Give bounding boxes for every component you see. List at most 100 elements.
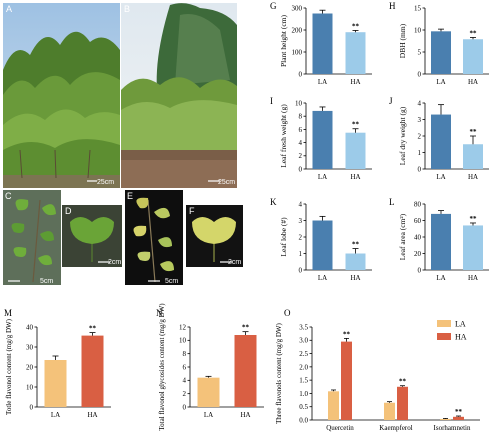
panel-letter: J [389, 96, 393, 106]
x-tick-label: LA [318, 274, 327, 282]
x-tick-label: Isorhamnetin [434, 424, 471, 432]
y-tick-label: 4 [183, 377, 187, 385]
chart-panel-g: G 0 100 200 300 Plant height (cm) LA ** HA [270, 1, 372, 86]
legend-swatch-ha [437, 333, 451, 340]
y-axis-label: Leaf lobe (#) [279, 217, 288, 257]
y-tick-label: 20 [414, 250, 422, 258]
y-tick-label: 3 [299, 217, 303, 225]
y-tick-label: 10 [414, 26, 422, 34]
bar-ha [234, 335, 257, 407]
significance-mark: ** [242, 324, 250, 332]
y-tick-label: 4 [299, 200, 303, 208]
y-tick-label: 4 [418, 99, 422, 107]
photo-c: 5cm C [3, 190, 61, 285]
x-tick-label: HA [468, 173, 478, 181]
y-tick-label: 0 [183, 403, 187, 411]
x-tick-label: LA [204, 411, 213, 419]
y-tick-label: 0 [299, 266, 303, 274]
y-tick-label: 2 [299, 152, 303, 160]
photo-d: 2cm D [62, 205, 122, 267]
legend-label-ha: HA [455, 333, 467, 342]
y-tick-label: 1.0 [299, 390, 308, 398]
panel-letter: N [156, 308, 163, 318]
y-tick-label: 200 [292, 26, 303, 34]
y-tick-label: 30 [26, 343, 34, 351]
y-tick-label: 0 [418, 70, 422, 78]
y-tick-label: 0 [299, 70, 303, 78]
photo-d-letter: D [65, 206, 72, 216]
y-tick-label: 5 [418, 48, 422, 56]
bar-la [312, 220, 333, 270]
photo-e-letter: E [127, 191, 133, 201]
panel-letter: L [389, 197, 395, 207]
photo-a: 25cm A [3, 3, 120, 188]
panel-letter: I [270, 96, 273, 106]
bar-la [431, 114, 451, 169]
significance-mark: ** [89, 325, 97, 333]
bar-isorhamnetin-la [440, 418, 451, 420]
y-tick-label: 1 [299, 250, 303, 258]
panel-letter: O [284, 308, 291, 318]
photo-b-scale: 25cm [218, 179, 235, 186]
y-tick-label: 6 [183, 363, 187, 371]
bar-ha [463, 39, 483, 74]
chart-panel-n: N 0 2 4 6 8 10 12 Total flavonol glycosides cont… [156, 303, 264, 431]
y-tick-label: 0.0 [299, 416, 308, 424]
y-tick-label: 40 [26, 323, 34, 331]
y-tick-label: 100 [292, 48, 303, 56]
y-axis-label: Leaf dry weight (g) [398, 106, 407, 165]
chart-panel-l: L 0 20 40 60 80 Leaf area (cm²) LA ** HA [389, 197, 489, 282]
y-axis-label: Leaf area (cm²) [398, 213, 407, 260]
y-tick-label: 0.5 [299, 403, 308, 411]
photo-c-scale: 5cm [40, 278, 53, 285]
photo-a-letter: A [6, 4, 12, 14]
y-axis-label: DBH (mm) [398, 23, 407, 58]
bar-ha [345, 253, 366, 270]
x-tick-label: LA [436, 173, 445, 181]
bar-la [431, 213, 451, 270]
photo-d-scale: 2cm [108, 259, 121, 266]
significance-mark: ** [352, 241, 360, 249]
panel-letter: K [270, 197, 277, 207]
bar-la [312, 110, 333, 169]
photo-f-scale: 2cm [228, 259, 241, 266]
chart-panel-k: K 0 1 2 3 4 Leaf lobe (#) LA ** HA [270, 197, 372, 282]
y-tick-label: 80 [414, 200, 422, 208]
panel-letter: G [270, 1, 277, 11]
bar-ha [345, 32, 366, 74]
legend: LA HA [437, 320, 467, 342]
photo-b: 25cm B [121, 3, 237, 188]
bar-ha [345, 132, 366, 169]
y-axis-label: Three flavonols content (mg/g DW) [275, 322, 283, 423]
y-tick-label: 10 [179, 337, 187, 345]
legend-label-la: LA [455, 320, 466, 329]
chart-panel-h: H 0 5 10 15 DBH (mm) LA ** HA [389, 1, 489, 86]
y-tick-label: 10 [295, 99, 303, 107]
x-tick-label: HA [350, 173, 360, 181]
bar-la [44, 360, 67, 407]
photo-c-letter: C [5, 191, 12, 201]
y-axis-label: Plant height (cm) [279, 14, 288, 67]
y-tick-label: 2.0 [299, 363, 308, 371]
x-tick-label: HA [350, 78, 360, 86]
y-tick-label: 2.5 [299, 350, 308, 358]
y-tick-label: 3 [418, 116, 422, 124]
chart-panel-m: M 0 10 20 30 40 Totle flavonol content (mg/g D… [4, 308, 111, 419]
bar-la [431, 31, 451, 74]
bar-quercetin-la [328, 391, 339, 420]
panel-letter: M [4, 308, 12, 318]
y-tick-label: 300 [292, 4, 303, 12]
y-tick-label: 1.5 [299, 377, 308, 385]
photo-e-scale: 5cm [165, 278, 178, 285]
chart-panel-o: O 0.0 0.5 1.0 1.5 2.0 2.5 3.0 3.5 Three flavonols… [275, 308, 480, 432]
y-axis-label: Leaf fresh weight (g) [279, 104, 288, 168]
photo-e: 5cm E [125, 190, 183, 285]
x-tick-label: HA [87, 411, 97, 419]
x-tick-label: HA [468, 78, 478, 86]
bar-ha [463, 144, 483, 169]
y-tick-label: 4 [299, 139, 303, 147]
significance-mark: ** [352, 22, 360, 30]
y-tick-label: 6 [299, 126, 303, 134]
